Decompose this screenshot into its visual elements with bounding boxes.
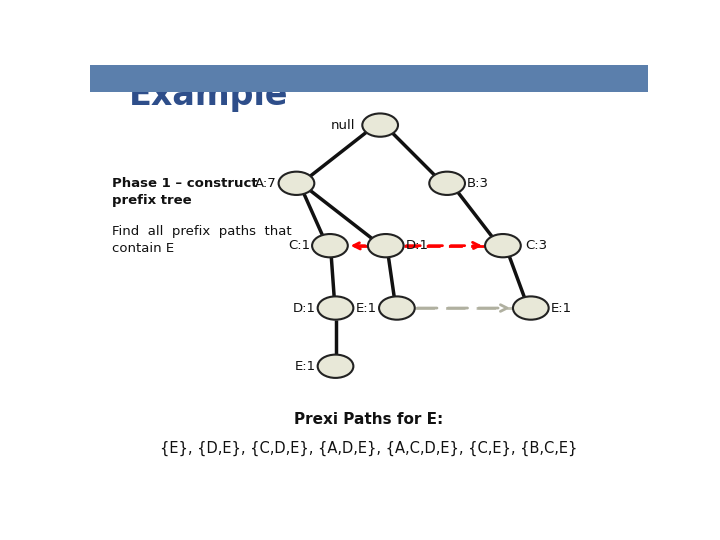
Ellipse shape — [362, 113, 398, 137]
Text: D:1: D:1 — [405, 239, 428, 252]
Text: {E}, {D,E}, {C,D,E}, {A,D,E}, {A,C,D,E}, {C,E}, {B,C,E}: {E}, {D,E}, {C,D,E}, {A,D,E}, {A,C,D,E},… — [161, 441, 577, 456]
Text: E:1: E:1 — [356, 301, 377, 314]
Text: Find  all  prefix  paths  that
contain E: Find all prefix paths that contain E — [112, 225, 292, 255]
Text: Example: Example — [129, 79, 289, 112]
Bar — [90, 65, 648, 92]
Text: C:3: C:3 — [526, 239, 547, 252]
Text: A:7: A:7 — [255, 177, 277, 190]
Ellipse shape — [513, 296, 549, 320]
Ellipse shape — [485, 234, 521, 258]
Ellipse shape — [379, 296, 415, 320]
Text: D:1: D:1 — [293, 301, 316, 314]
Text: C:1: C:1 — [288, 239, 310, 252]
Ellipse shape — [312, 234, 348, 258]
Ellipse shape — [368, 234, 404, 258]
Text: E:1: E:1 — [295, 360, 316, 373]
Ellipse shape — [318, 355, 354, 378]
Ellipse shape — [279, 172, 315, 195]
Text: B:3: B:3 — [467, 177, 489, 190]
Text: null: null — [330, 119, 355, 132]
Text: Phase 1 – construct
prefix tree: Phase 1 – construct prefix tree — [112, 177, 258, 207]
Text: Prexi Paths for E:: Prexi Paths for E: — [294, 412, 444, 427]
Ellipse shape — [429, 172, 465, 195]
Text: E:1: E:1 — [550, 301, 572, 314]
Ellipse shape — [318, 296, 354, 320]
